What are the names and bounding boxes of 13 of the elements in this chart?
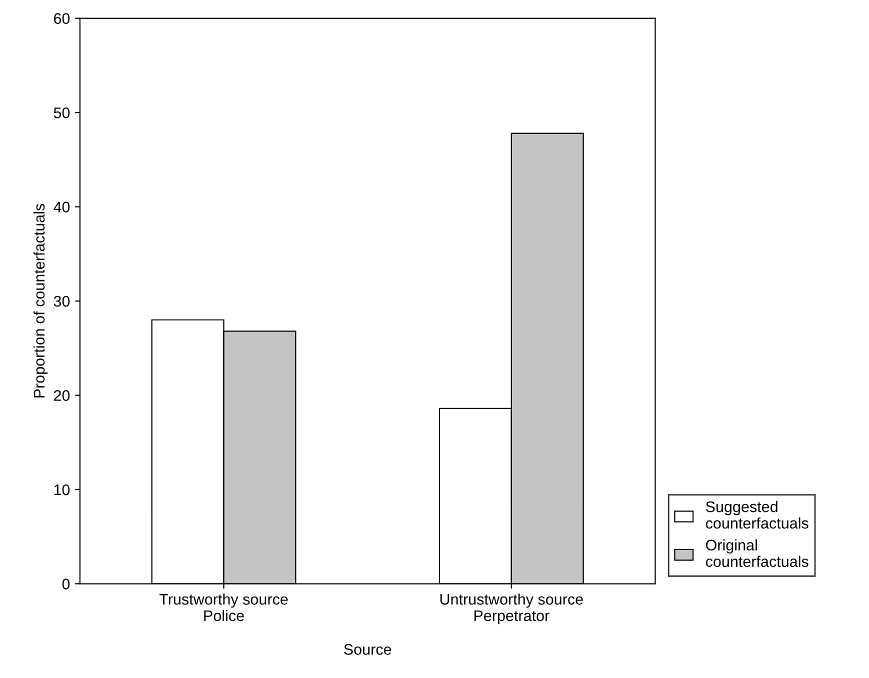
y-axis-title: Proportion of counterfactuals	[33, 204, 48, 398]
legend-label: Suggested counterfactuals	[706, 500, 808, 529]
y-tick-label: 60	[54, 13, 70, 24]
y-tick-label: 0	[62, 578, 70, 590]
x-axis-title: Source	[344, 644, 392, 655]
y-tick-label: 10	[54, 484, 70, 496]
y-tick-label: 50	[54, 107, 70, 118]
x-tick-label: Trustworthy source Police	[159, 593, 288, 622]
legend-label: Original counterfactuals	[706, 539, 808, 567]
y-tick-label: 40	[54, 202, 70, 212]
y-tick-label: 30	[54, 296, 70, 307]
y-tick-label: 20	[54, 390, 70, 401]
x-tick-label: Untrustworthy source Perpetrator	[440, 593, 583, 624]
